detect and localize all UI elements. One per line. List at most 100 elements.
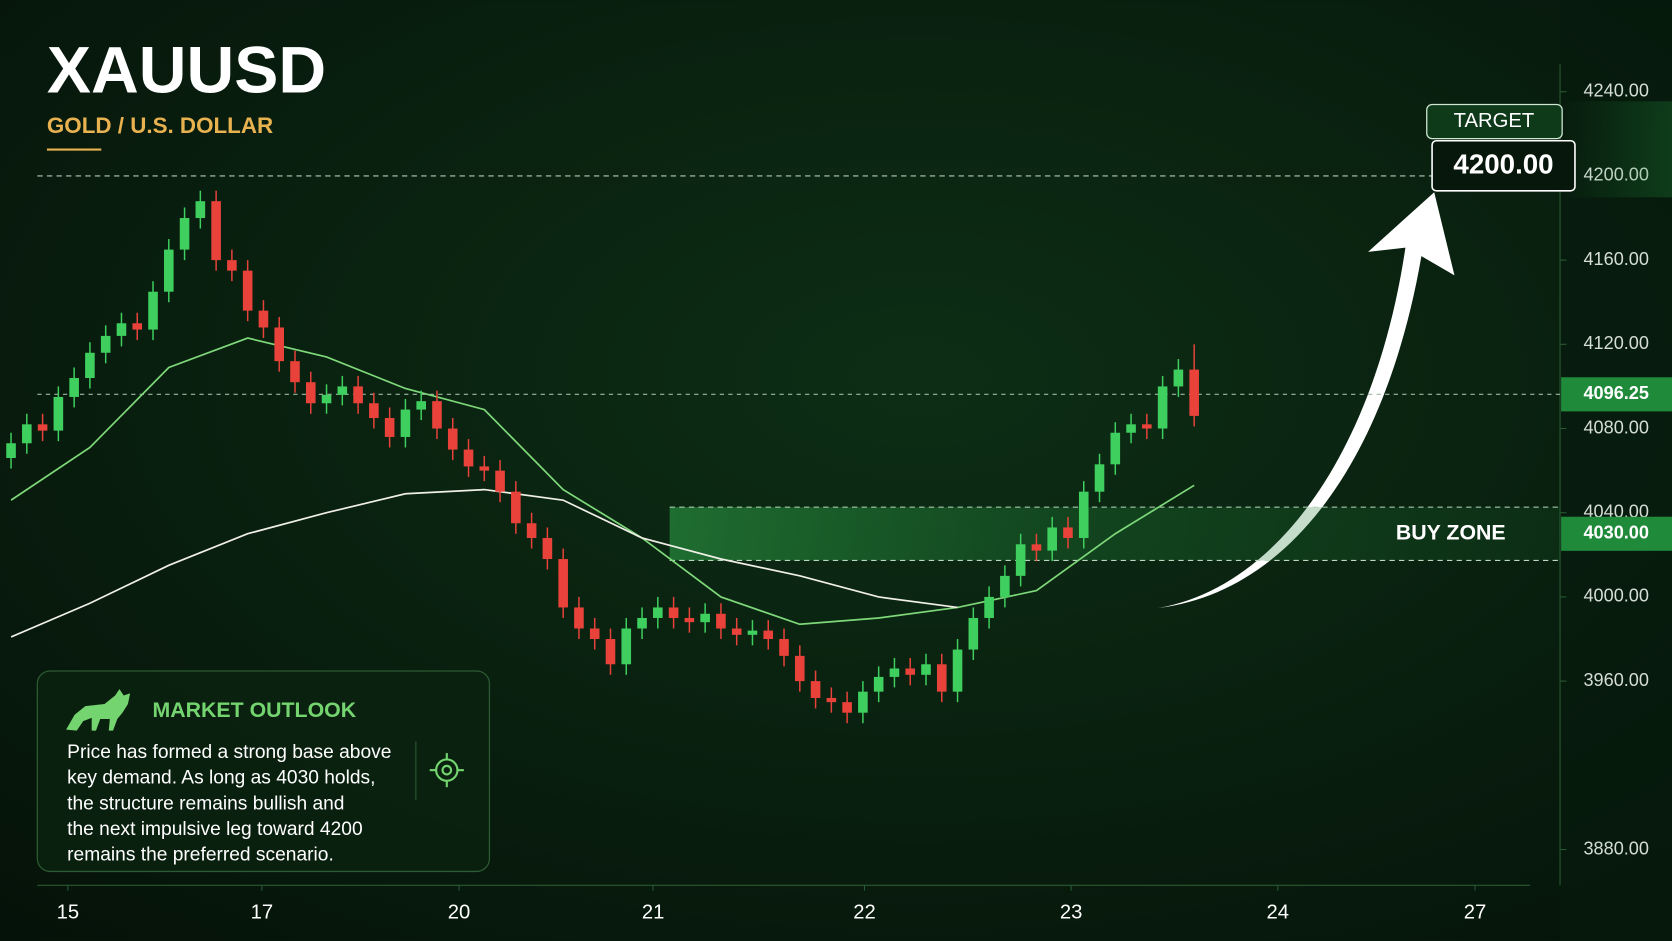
candle-body (574, 607, 584, 629)
x-tick-label: 17 (251, 901, 274, 923)
candle-body (621, 628, 632, 665)
candle-body (526, 523, 537, 538)
candle-body (810, 681, 821, 698)
candle-body (968, 617, 979, 650)
candle-body (116, 323, 127, 336)
candle-body (100, 335, 111, 353)
candle-body (1094, 464, 1105, 492)
candle-body (1015, 544, 1026, 576)
y-tick-label: 3880.00 (1583, 838, 1648, 858)
candle-body (558, 559, 568, 608)
outlook-text: the next impulsive leg toward 4200 (67, 819, 362, 840)
candle-body (337, 386, 348, 395)
candle-body (936, 664, 947, 692)
candle-body (495, 470, 505, 492)
chart-subtitle: GOLD / U.S. DOLLAR (47, 113, 273, 138)
target-tag-box (1426, 103, 1563, 140)
y-tick-label: 4040.00 (1583, 502, 1648, 522)
x-tick-label: 27 (1464, 901, 1487, 923)
candle-body (1063, 527, 1073, 538)
candle-body (684, 617, 695, 623)
candle-body (447, 428, 458, 450)
outlook-text: key demand. As long as 4030 holds, (67, 768, 375, 789)
outlook-text: remains the preferred scenario. (67, 845, 334, 866)
candle-body (794, 655, 805, 682)
moving-average (10, 488, 958, 638)
candle-body (716, 613, 726, 629)
candle-body (227, 260, 237, 271)
x-tick-label: 22 (853, 901, 876, 923)
candle-body (873, 676, 884, 692)
candle-body (1157, 386, 1168, 429)
candle-body (700, 613, 710, 623)
candle-body (542, 537, 553, 560)
candle-body (400, 409, 411, 437)
candle-body (921, 664, 931, 675)
candle-body (195, 201, 206, 219)
candle-body (605, 639, 616, 665)
buy-zone-value-box (1561, 516, 1672, 551)
candle-body (305, 382, 316, 404)
candle-body (321, 394, 332, 404)
chart-title: XAUUSD (47, 33, 326, 107)
x-tick-label: 21 (642, 901, 665, 923)
candle-body (290, 361, 300, 383)
target-tag: TARGET (1454, 110, 1535, 132)
candle-body (416, 401, 426, 410)
y-tick-label: 4160.00 (1583, 249, 1648, 269)
candle-body (511, 491, 521, 524)
candle-body (1173, 369, 1184, 387)
candle-body (637, 617, 647, 629)
y-tick-label: 4000.00 (1583, 586, 1648, 606)
candle-body (858, 691, 868, 713)
candle-body (589, 628, 600, 640)
candle-body (432, 401, 442, 429)
candle-body (731, 628, 742, 635)
target-value: 4200.00 (1453, 149, 1553, 180)
outlook-title: MARKET OUTLOOK (152, 698, 356, 722)
candle-body (258, 310, 269, 328)
candle-body (242, 270, 253, 311)
candle-body (22, 424, 32, 444)
x-tick-label: 24 (1267, 901, 1290, 923)
candle-body (1110, 432, 1121, 465)
candle-body (1189, 369, 1199, 416)
candle-body (747, 630, 758, 635)
candle-body (653, 607, 663, 618)
current-price-label: 4096.25 (1583, 383, 1648, 403)
candle-body (384, 418, 395, 437)
outlook-panel: MARKET OUTLOOK Price has formed a strong… (36, 670, 491, 873)
candle-body (6, 443, 16, 458)
candle-body (85, 352, 95, 379)
candle-body (842, 702, 852, 713)
y-tick-label: 4120.00 (1583, 333, 1648, 353)
candle-body (763, 630, 774, 640)
candle-body (353, 386, 363, 404)
target-icon (429, 753, 464, 788)
candle-body (1142, 424, 1152, 429)
candle-body (37, 424, 48, 431)
candle-body (889, 668, 900, 677)
candle-body (163, 249, 174, 292)
candle-body (479, 466, 490, 471)
target-value-box (1431, 139, 1576, 192)
buy-zone-label: BUY ZONE (1396, 520, 1506, 544)
x-tick-label: 23 (1060, 901, 1083, 923)
candle-body (668, 607, 679, 618)
x-tick-label: 15 (57, 901, 80, 923)
candle-body (148, 291, 158, 330)
candle-body (179, 218, 190, 250)
y-tick-label: 4080.00 (1583, 417, 1648, 437)
candle-body (463, 449, 474, 467)
target-glow (1562, 101, 1672, 198)
bull-icon (66, 689, 131, 731)
candle-body (952, 649, 963, 692)
candle-body (1047, 527, 1057, 551)
candle-body (132, 323, 143, 330)
candle-body (69, 378, 79, 397)
candle-body (779, 639, 789, 656)
candle-body (369, 403, 379, 419)
y-tick-label: 3960.00 (1583, 670, 1648, 690)
